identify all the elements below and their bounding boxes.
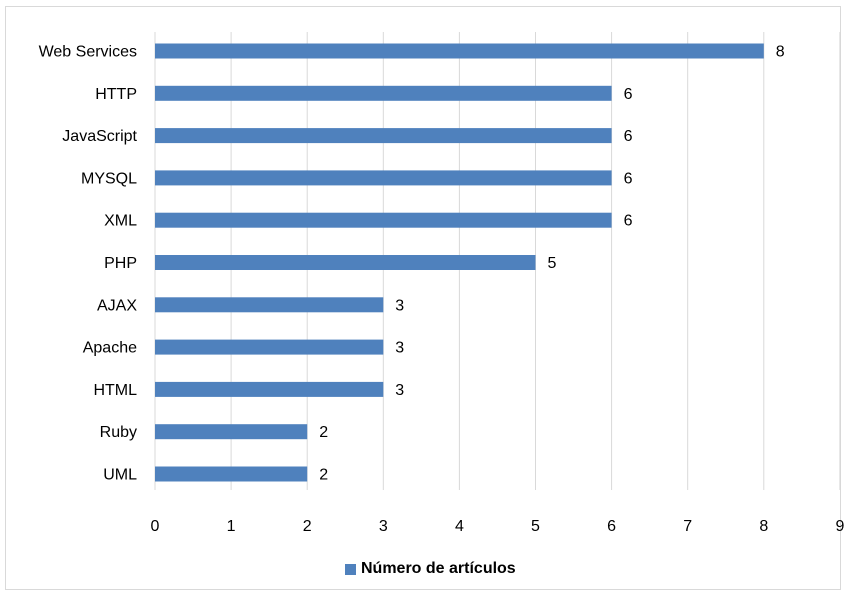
bar [155, 170, 612, 186]
x-tick-label: 3 [379, 518, 388, 535]
x-axis-tick-labels: 0 1 2 3 4 5 6 7 8 9 [151, 518, 845, 535]
category-label: MYSQL [81, 170, 137, 187]
bar [155, 85, 612, 101]
bar [155, 255, 536, 270]
bar [155, 128, 612, 144]
category-label: Ruby [100, 424, 137, 441]
x-tick-label: 1 [227, 518, 236, 535]
data-labels: 8 6 6 6 6 5 3 3 3 2 2 [319, 44, 785, 484]
x-tick-label: 6 [607, 518, 616, 535]
category-label: AJAX [97, 297, 137, 314]
bar [155, 339, 384, 355]
x-tick-label: 8 [759, 518, 768, 535]
bars [155, 43, 764, 482]
data-label: 6 [624, 86, 633, 103]
data-label: 6 [624, 213, 633, 230]
data-label: 3 [395, 382, 404, 399]
bar [155, 466, 308, 482]
data-label: 2 [319, 467, 328, 484]
data-label: 5 [548, 255, 557, 272]
category-label: PHP [104, 255, 137, 272]
bar [155, 381, 384, 397]
bar [155, 297, 384, 313]
legend: Número de artículos [345, 559, 516, 579]
data-label: 2 [319, 424, 328, 441]
category-label: HTTP [95, 86, 137, 103]
data-label: 6 [624, 128, 633, 145]
x-tick-label: 5 [531, 518, 540, 535]
bar [155, 212, 612, 228]
gridlines [154, 32, 841, 490]
legend-label: Número de artículos [361, 560, 516, 577]
category-label: JavaScript [62, 128, 137, 145]
x-tick-label: 9 [835, 518, 844, 535]
data-label: 3 [395, 297, 404, 314]
chart-frame [5, 6, 841, 590]
bar [155, 424, 308, 440]
category-label: HTML [93, 382, 137, 399]
data-label: 8 [776, 44, 785, 61]
category-label: XML [104, 213, 137, 230]
x-tick-label: 2 [303, 518, 312, 535]
bar [155, 43, 764, 59]
category-labels: Web Services HTTP JavaScript MYSQL XML PHP AJA… [39, 44, 138, 484]
data-label: 6 [624, 170, 633, 187]
x-tick-label: 4 [455, 518, 464, 535]
category-label: Apache [83, 340, 137, 357]
data-label: 3 [395, 340, 404, 357]
x-tick-label: 0 [151, 518, 160, 535]
category-label: UML [103, 467, 137, 484]
legend-swatch [345, 563, 356, 575]
x-tick-label: 7 [683, 518, 692, 535]
category-label: Web Services [39, 44, 137, 61]
